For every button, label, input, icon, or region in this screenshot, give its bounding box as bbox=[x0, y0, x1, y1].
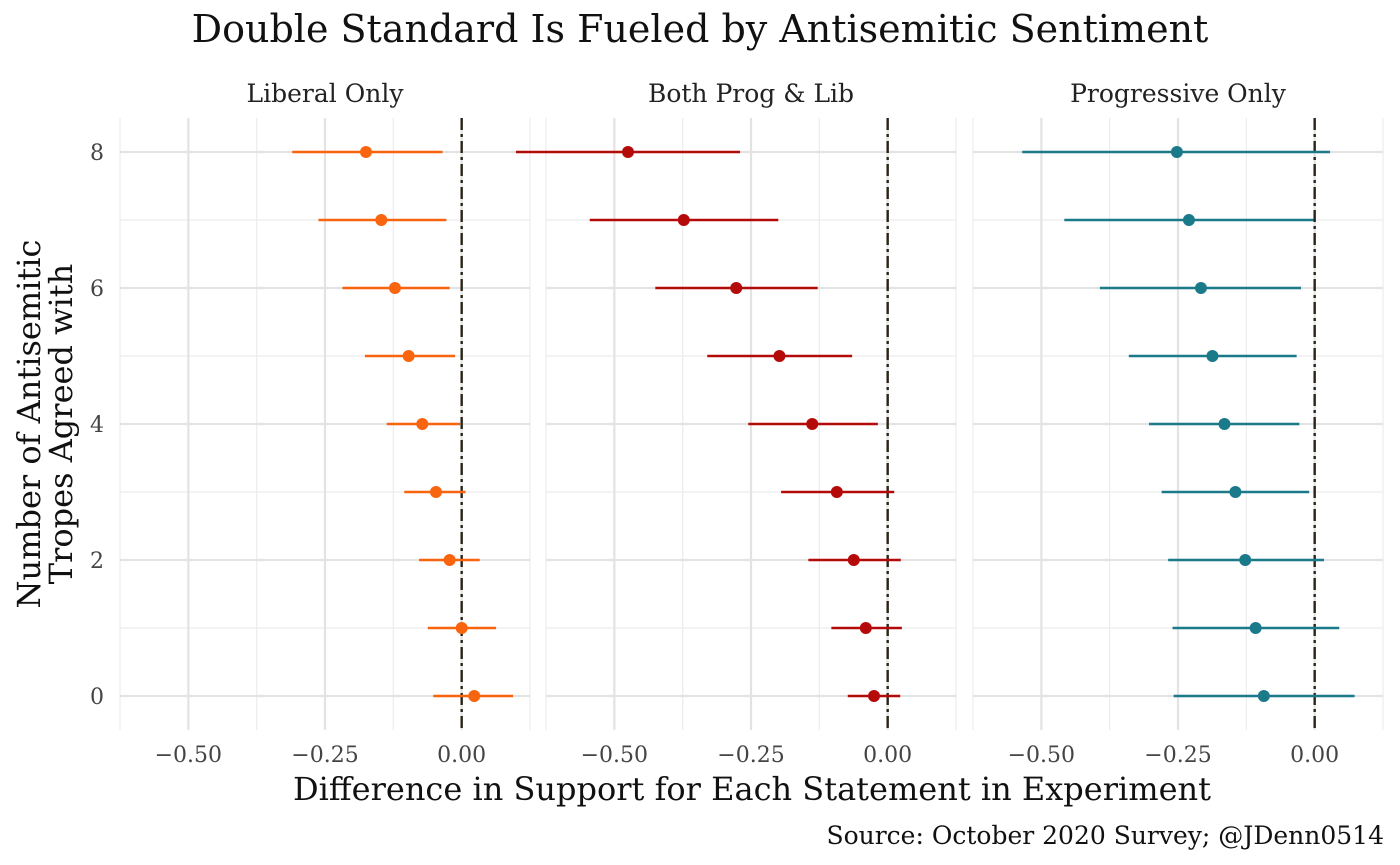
data-point bbox=[830, 486, 843, 498]
data-point bbox=[868, 690, 880, 702]
data-point bbox=[468, 690, 481, 702]
x-axis-title: Difference in Support for Each Statement… bbox=[293, 770, 1211, 808]
x-tick-label: 0.00 bbox=[437, 743, 486, 768]
y-tick-label: 8 bbox=[90, 141, 104, 166]
data-point bbox=[806, 418, 819, 430]
data-marks bbox=[292, 146, 1355, 702]
data-point bbox=[443, 554, 456, 566]
x-tick-label: 0.00 bbox=[863, 743, 912, 768]
data-point bbox=[429, 486, 442, 498]
x-tick-label: −0.25 bbox=[291, 743, 358, 768]
x-tick-label: −0.50 bbox=[581, 743, 648, 768]
x-tick-label: −0.25 bbox=[717, 743, 784, 768]
axis-labels: Liberal Only −0.50 −0.25 0.00 Both Prog & Li… bbox=[90, 79, 1339, 768]
y-tick-label: 0 bbox=[90, 685, 104, 710]
y-tick-label: 4 bbox=[90, 413, 104, 438]
x-tick-label: −0.50 bbox=[1008, 743, 1075, 768]
data-point bbox=[1170, 146, 1183, 158]
data-point bbox=[360, 146, 372, 158]
y-tick-label: 6 bbox=[90, 277, 104, 302]
data-point bbox=[773, 350, 786, 362]
data-point bbox=[1218, 418, 1231, 430]
data-point bbox=[859, 622, 872, 634]
panel-strip-label: Progressive Only bbox=[1070, 79, 1287, 108]
data-point bbox=[622, 146, 634, 158]
data-point bbox=[730, 282, 743, 294]
caption: Source: October 2020 Survey; @JDenn0514 bbox=[826, 821, 1384, 850]
data-point bbox=[1249, 622, 1262, 634]
data-point bbox=[402, 350, 415, 362]
y-axis-title-line-2: Tropes Agreed with bbox=[42, 264, 80, 584]
y-axis-title-line-1: Number of Antisemitic bbox=[10, 240, 48, 609]
chart-title: Double Standard Is Fueled by Antisemitic… bbox=[192, 7, 1209, 51]
data-point bbox=[388, 282, 401, 294]
data-point bbox=[416, 418, 429, 430]
data-point bbox=[1239, 554, 1252, 566]
x-tick-label: 0.00 bbox=[1290, 743, 1339, 768]
data-point bbox=[1194, 282, 1207, 294]
x-tick-label: −0.25 bbox=[1144, 743, 1211, 768]
data-point bbox=[1229, 486, 1242, 498]
x-tick-label: −0.50 bbox=[155, 743, 222, 768]
data-point bbox=[1182, 214, 1195, 226]
data-point bbox=[455, 622, 468, 634]
panel-strip-label: Liberal Only bbox=[247, 79, 405, 108]
data-point bbox=[1206, 350, 1219, 362]
panel-strip-label: Both Prog & Lib bbox=[648, 79, 854, 108]
data-point bbox=[375, 214, 388, 226]
data-point bbox=[847, 554, 860, 566]
data-point bbox=[677, 214, 690, 226]
y-tick-label: 2 bbox=[90, 549, 104, 574]
data-point bbox=[1257, 690, 1270, 702]
